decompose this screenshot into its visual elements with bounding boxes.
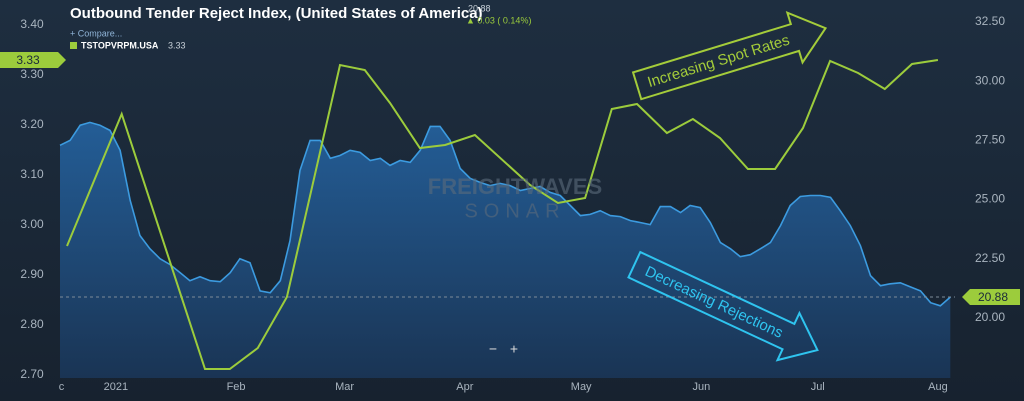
y-tick-label: 3.10	[20, 167, 44, 181]
plot	[59, 59, 955, 379]
y2-tick-label: 22.50	[975, 251, 1005, 265]
value-tag-label: 3.33	[16, 53, 40, 67]
x-tick-label: Jul	[811, 381, 825, 393]
legend-value: 20.88	[468, 3, 491, 13]
y2-tick-label: 32.50	[975, 14, 1005, 28]
y2-tick-label: 27.50	[975, 133, 1005, 147]
y-tick-label: 3.40	[20, 17, 44, 31]
legend-secondary: TSTOPVRPM.USA	[81, 40, 159, 50]
x-tick-label: c	[59, 381, 65, 393]
chart-title: Outbound Tender Reject Index, (United St…	[70, 5, 483, 22]
compare[interactable]: + Compare...	[70, 28, 122, 38]
value-tag	[962, 289, 1020, 306]
x-tick-label: Mar	[335, 381, 354, 393]
x-tick-label: 2021	[104, 381, 128, 393]
x-tick-label: Aug	[928, 381, 948, 393]
y2-tick-label: 25.00	[975, 192, 1005, 206]
y-tick-label: 2.70	[20, 367, 44, 381]
series-line	[59, 121, 951, 307]
y-tick-label: 2.90	[20, 267, 44, 281]
value-tag-label: 20.88	[978, 290, 1008, 304]
x-tick-label: Feb	[227, 381, 246, 393]
y-tick-label: 3.00	[20, 217, 44, 231]
legend-secondary-value: 3.33	[168, 40, 186, 50]
watermark: SONAR	[464, 200, 565, 222]
value-tag	[0, 52, 66, 68]
y2-tick-label: 20.00	[975, 310, 1005, 324]
arrow	[631, 10, 828, 101]
x-tick-label: May	[571, 381, 592, 393]
y-tick-label: 3.20	[20, 117, 44, 131]
y-tick-label: 3.30	[20, 67, 44, 81]
watermark: FREIGHTWAVES	[428, 174, 602, 199]
y2-tick-label: 30.00	[975, 73, 1005, 87]
zoom-out[interactable]: −	[489, 341, 497, 357]
series-line	[66, 59, 939, 370]
legend-change: ▲ 0.03 ( 0.14%)	[466, 15, 531, 25]
y-tick-label: 2.80	[20, 317, 44, 331]
x-tick-label: Jun	[693, 381, 711, 393]
arrow	[627, 250, 819, 362]
area	[60, 122, 951, 379]
zoom-in[interactable]: +	[510, 341, 518, 357]
x-tick-label: Apr	[456, 381, 473, 393]
legend-swatch	[70, 42, 77, 49]
